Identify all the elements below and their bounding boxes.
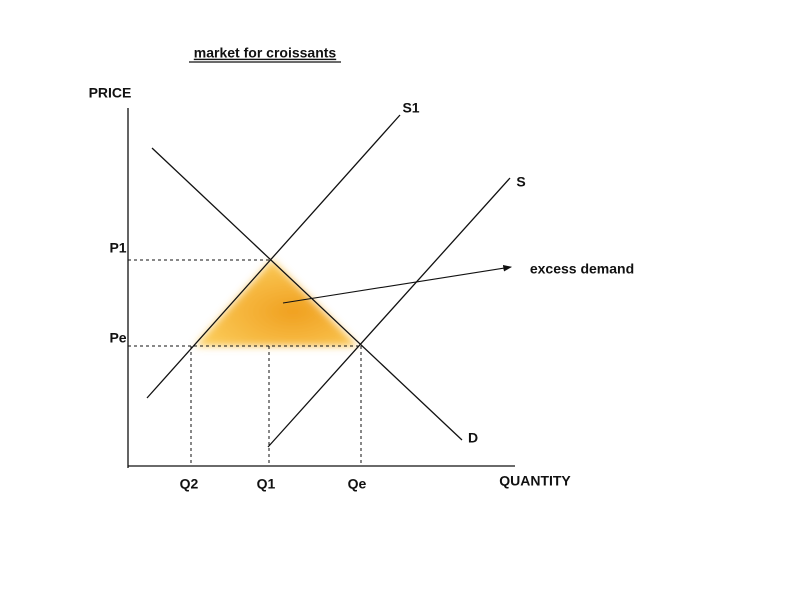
supply-s1-curve xyxy=(146,114,401,399)
quantity-label: Qe xyxy=(348,476,367,492)
x-axis-label: QUANTITY xyxy=(499,473,571,489)
y-axis-label: PRICE xyxy=(89,85,132,101)
annotation: excess demand xyxy=(530,261,634,277)
annotation-arrow xyxy=(282,264,513,304)
quantity-label: Q2 xyxy=(180,476,199,492)
supply-s-curve xyxy=(267,177,511,448)
quantity-label: Q1 xyxy=(257,476,276,492)
title: market for croissants xyxy=(194,45,337,61)
price-label: P1 xyxy=(109,240,126,256)
price-label: Pe xyxy=(109,330,126,346)
demand-curve xyxy=(151,147,463,441)
excess-demand-area xyxy=(195,260,358,346)
curve-label: S xyxy=(516,174,525,190)
curve-label: D xyxy=(468,430,478,446)
curve-label: S1 xyxy=(402,100,419,116)
